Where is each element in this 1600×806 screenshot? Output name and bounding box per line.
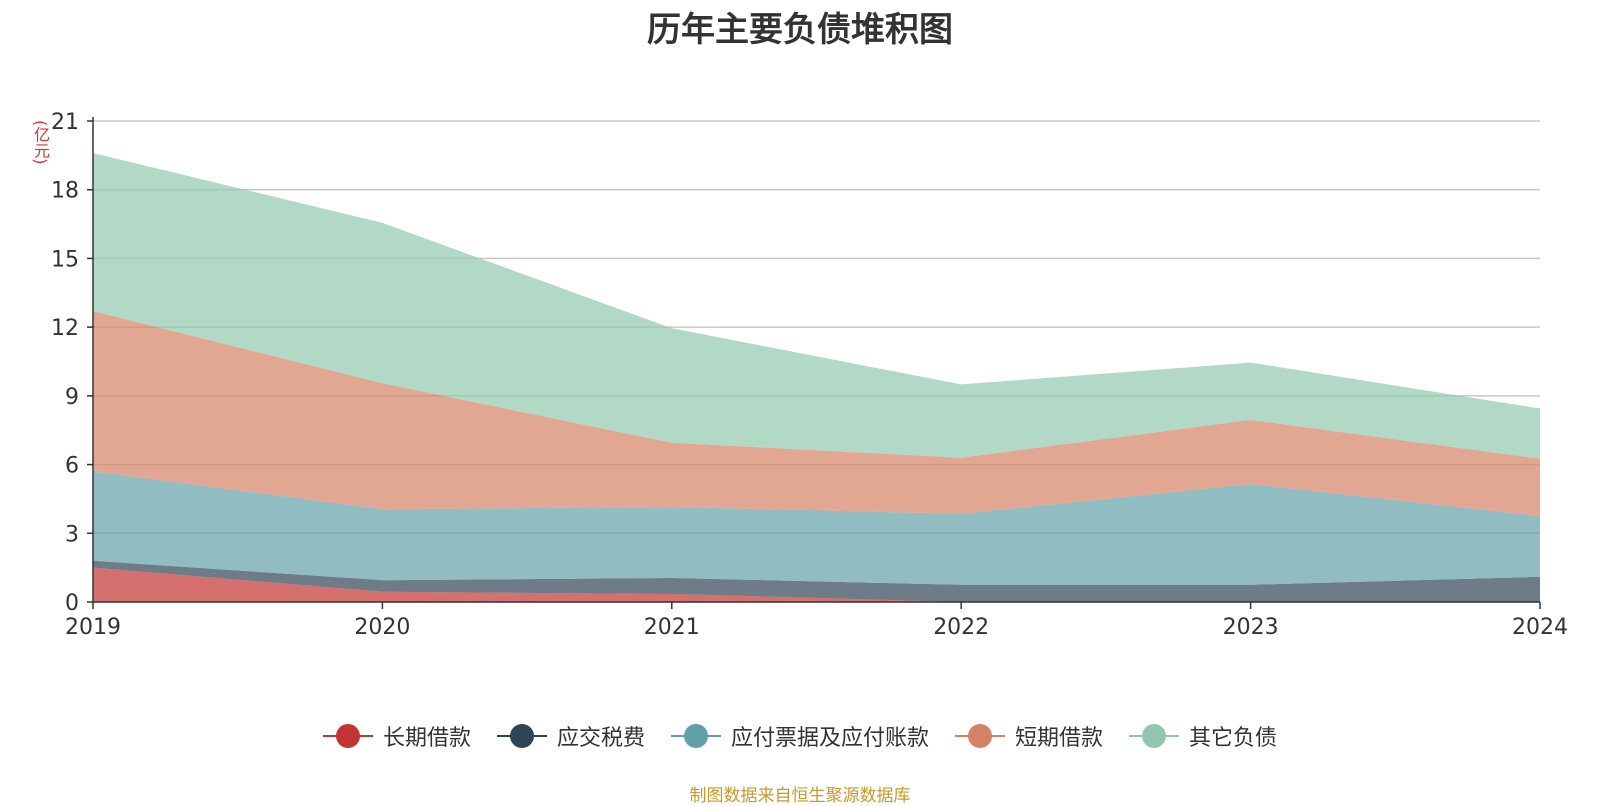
area-series <box>93 153 1540 602</box>
y-tick-label: 0 <box>65 591 79 616</box>
axes <box>87 117 1541 609</box>
legend-marker-icon <box>1129 723 1180 749</box>
x-tick-label: 2024 <box>1512 615 1568 640</box>
y-tick-label: 18 <box>51 179 79 204</box>
legend-item[interactable]: 应交税费 <box>496 720 645 752</box>
x-tick-label: 2019 <box>65 615 121 640</box>
area-series-1 <box>93 567 1540 602</box>
y-tick-label: 6 <box>65 454 79 479</box>
tick-labels: 0 3 6 9 12 15 18 21 2019 2020 2021 2022 2023 2024 <box>51 110 1568 640</box>
x-tick-label: 2020 <box>354 615 410 640</box>
legend-marker-icon <box>322 723 373 749</box>
legend-item[interactable]: 长期借款 <box>322 720 471 752</box>
y-tick-label: 15 <box>51 247 79 272</box>
x-tick-label: 2021 <box>644 615 700 640</box>
area-series-2 <box>93 560 1540 602</box>
legend-label: 应交税费 <box>556 726 645 751</box>
chart-title: 历年主要负债堆积图 <box>647 10 953 50</box>
legend-label: 其它负债 <box>1189 726 1278 751</box>
legend-label: 应付票据及应付账款 <box>730 726 929 751</box>
y-tick-label: 3 <box>65 522 79 547</box>
legend-marker-icon <box>955 723 1005 749</box>
y-tick-label: 21 <box>51 110 79 135</box>
legend-item[interactable]: 应付票据及应付账款 <box>670 720 929 752</box>
y-tick-label: 12 <box>51 316 79 341</box>
x-tick-label: 2022 <box>933 615 989 640</box>
area-series-5 <box>93 153 1540 459</box>
legend: 长期借款 应交税费 应付票据及应付账款 短期借款 其它负债 <box>0 720 1600 752</box>
legend-label: 短期借款 <box>1015 726 1104 751</box>
y-tick-label: 9 <box>65 385 79 410</box>
legend-item[interactable]: 短期借款 <box>955 720 1103 752</box>
legend-label: 长期借款 <box>382 726 471 751</box>
legend-marker-icon <box>496 723 547 749</box>
area-series-4 <box>93 311 1540 517</box>
x-tick-label: 2023 <box>1223 615 1279 640</box>
y-axis-unit-label: (亿元) <box>31 120 50 165</box>
area-series-3 <box>93 471 1540 585</box>
legend-item[interactable]: 其它负债 <box>1129 720 1277 752</box>
legend-marker-icon <box>670 723 721 749</box>
source-note: 制图数据来自恒生聚源数据库 <box>689 786 911 806</box>
